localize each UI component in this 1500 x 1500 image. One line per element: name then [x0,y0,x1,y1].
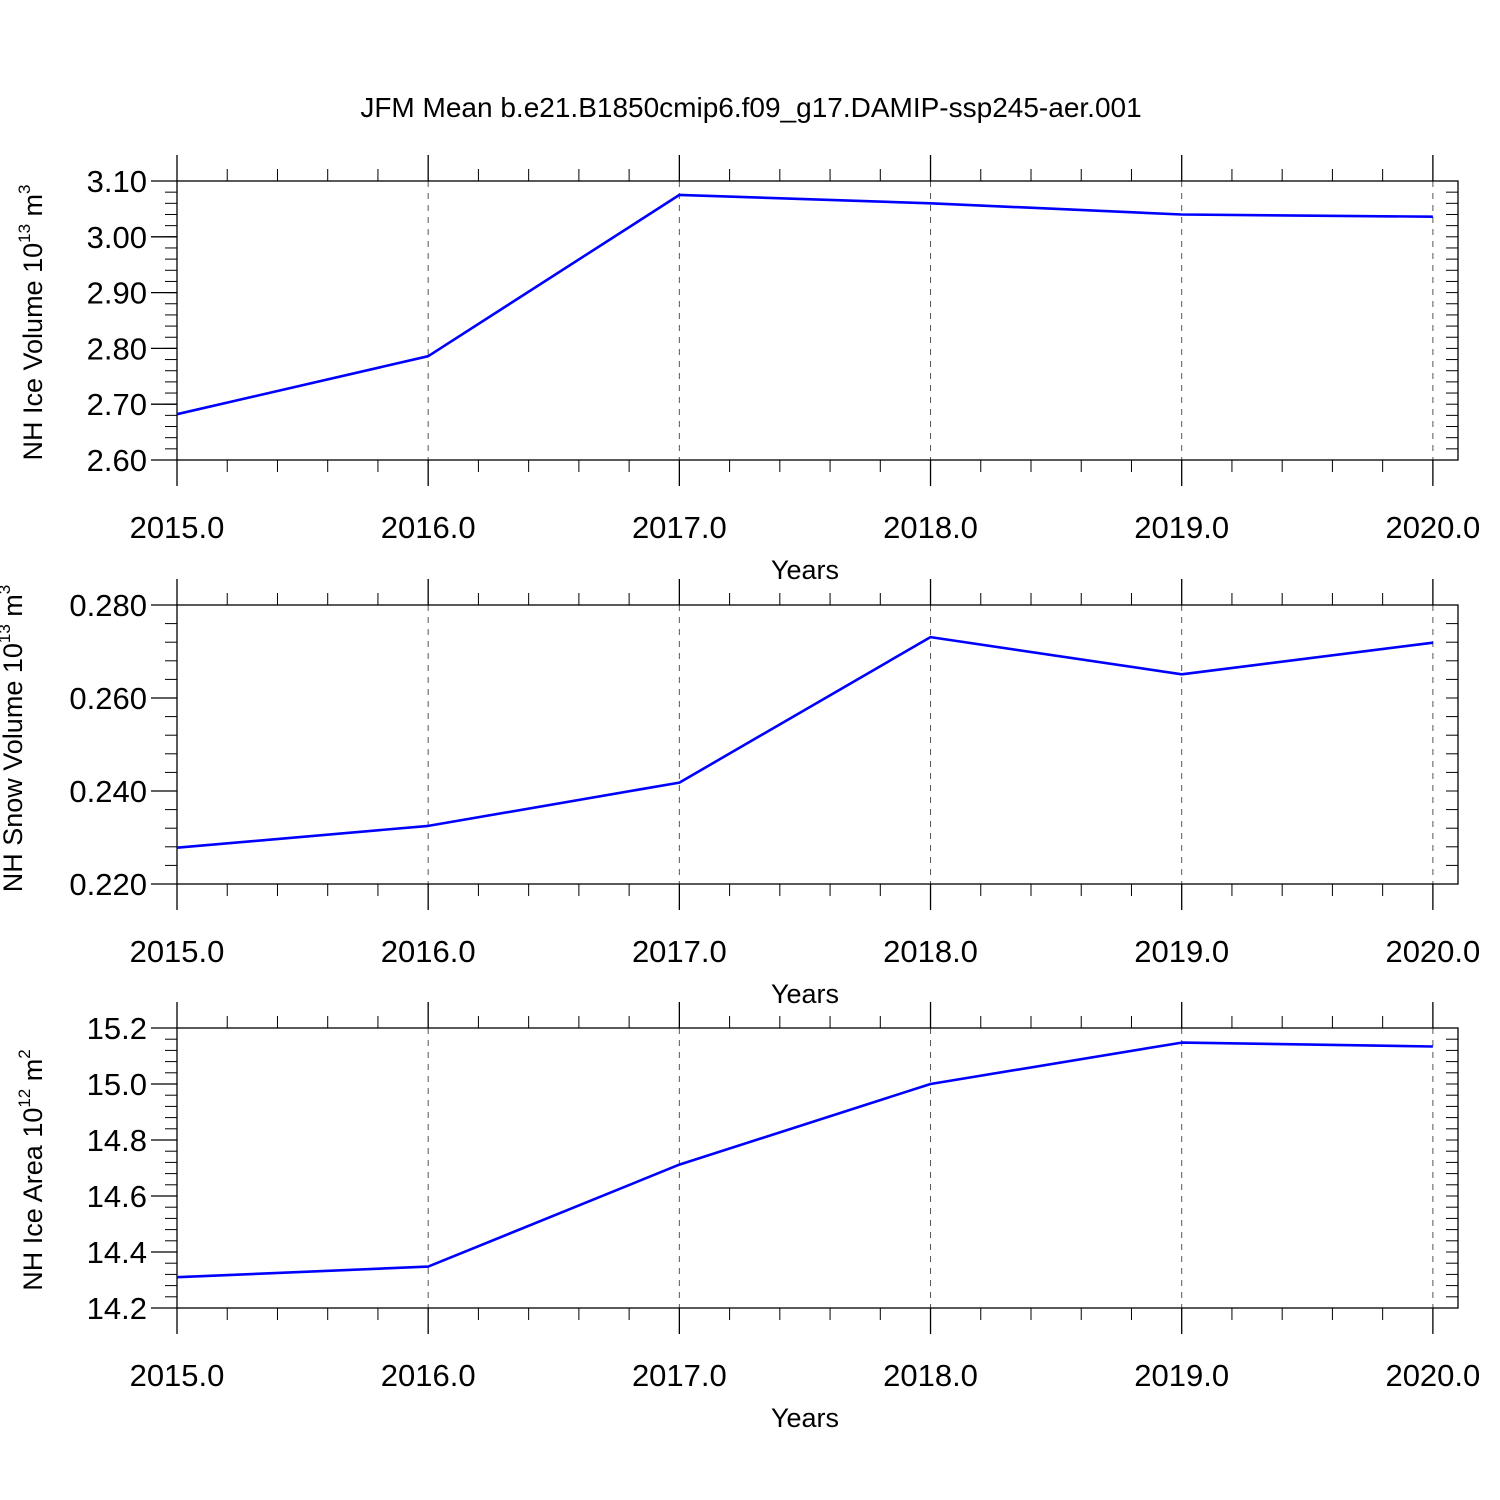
y-axis-label: NH Snow Volume 1013 m3 [0,585,28,893]
x-tick-label: 2018.0 [883,934,978,969]
plot-frame [176,604,1459,885]
x-tick-label: 2016.0 [381,1358,476,1393]
y-tick-label: 15.0 [87,1067,147,1102]
y-tick-label: 2.60 [87,443,147,478]
x-tick-label: 2016.0 [381,934,476,969]
data-series-line [176,1041,1433,1279]
y-tick-label: 0.260 [69,681,147,716]
chart-panel-1: 2.60 2.70 2.80 2.90 3.00 3.10 2015.0 2016.0 2017… [15,155,1480,585]
plot-frame [176,180,1459,461]
chart-panel-3: 14.2 14.4 14.6 14.8 15.0 15.2 2015.0 2016.0 2017… [15,1002,1480,1433]
x-tick-label: 2019.0 [1134,1358,1229,1393]
x-tick-label: 2017.0 [632,934,727,969]
x-axis-label: Years [771,1403,839,1433]
figure-title: JFM Mean b.e21.B1850cmip6.f09_g17.DAMIP-… [360,92,1141,123]
y-tick-label: 2.90 [87,276,147,311]
chart-panel-2: 0.220 0.240 0.260 0.280 2015.0 2016.0 2017.0 20… [0,579,1480,1009]
x-tick-label: 2016.0 [381,510,476,545]
y-axis-label-unit-exponent: 2 [15,1049,34,1058]
y-axis-label-unit: m [18,1059,48,1089]
y-axis-label-exponent: 12 [15,1089,34,1108]
x-tick-label: 2019.0 [1134,510,1229,545]
y-axis-label-unit: m [18,194,48,224]
x-tick-label: 2015.0 [130,934,225,969]
data-series-line [176,193,1433,416]
y-tick-label: 3.00 [87,220,147,255]
y-tick-label: 14.4 [87,1235,147,1270]
y-axis-label-text: NH Ice Area 10 [18,1108,48,1291]
x-tick-label: 2015.0 [130,1358,225,1393]
x-axis-label: Years [771,555,839,585]
y-axis-label-unit-exponent: 3 [15,185,34,194]
data-series-line [176,635,1434,849]
y-axis-label-unit: m [0,594,28,624]
y-axis-label: NH Ice Volume 1013 m3 [15,185,48,461]
y-tick-label: 2.80 [87,331,147,366]
y-axis-label-exponent: 13 [0,624,14,643]
x-tick-label: 2018.0 [883,1358,978,1393]
y-tick-label: 14.6 [87,1179,147,1214]
y-axis-label-exponent: 13 [15,224,34,243]
x-tick-label: 2015.0 [130,510,225,545]
y-tick-label: 3.10 [87,164,147,199]
x-tick-label: 2020.0 [1385,510,1480,545]
y-tick-label: 2.70 [87,387,147,422]
x-tick-label: 2018.0 [883,510,978,545]
y-axis-label: NH Ice Area 1012 m2 [15,1049,48,1290]
x-tick-label: 2019.0 [1134,934,1229,969]
x-tick-label: 2017.0 [632,510,727,545]
y-tick-label: 14.8 [87,1123,147,1158]
y-tick-label: 0.240 [69,774,147,809]
x-tick-label: 2020.0 [1385,1358,1480,1393]
x-tick-label: 2020.0 [1385,934,1480,969]
y-tick-label: 15.2 [87,1011,147,1046]
y-tick-label: 0.280 [69,588,147,623]
y-axis-label-text: NH Snow Volume 10 [0,643,28,892]
x-axis-label: Years [771,979,839,1009]
x-tick-label: 2017.0 [632,1358,727,1393]
y-tick-label: 0.220 [69,867,147,902]
plot-frame [176,1027,1459,1309]
y-axis-label-text: NH Ice Volume 10 [18,243,48,461]
y-tick-label: 14.2 [87,1291,147,1326]
y-axis-label-unit-exponent: 3 [0,585,14,594]
